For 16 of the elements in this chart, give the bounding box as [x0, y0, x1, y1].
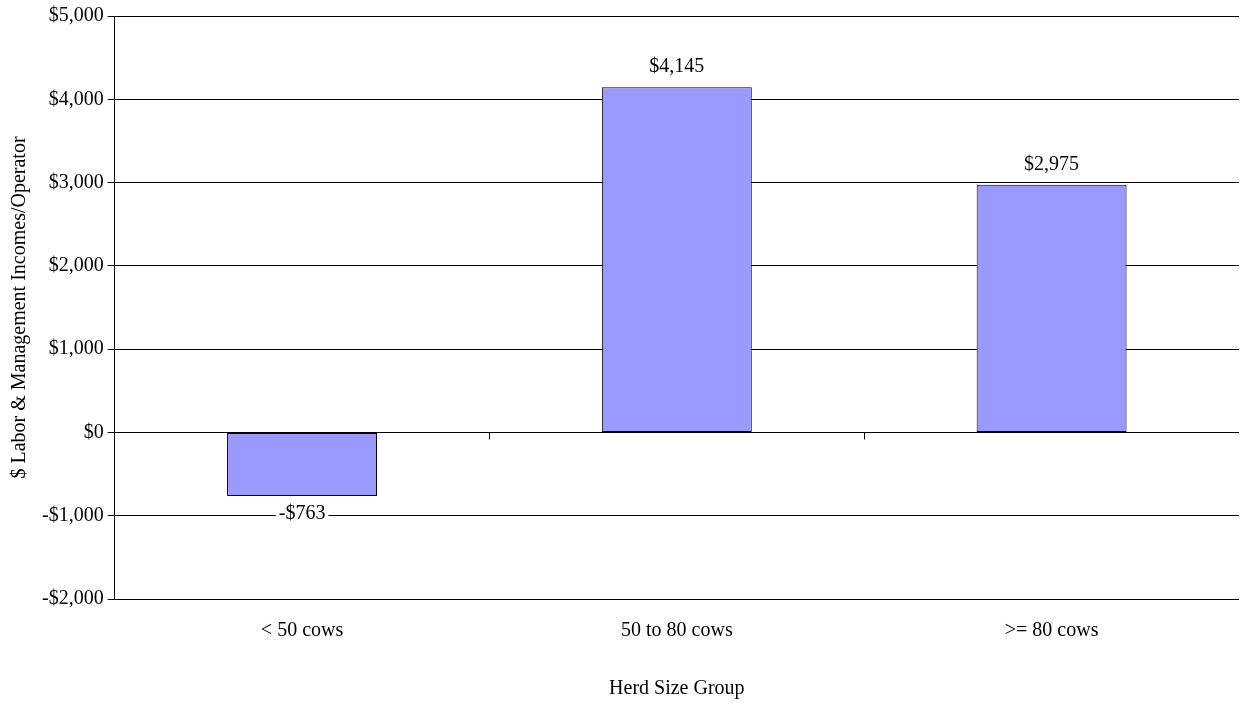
x-tick-label: < 50 cows: [260, 618, 344, 641]
y-tick-label: $4,000: [48, 86, 104, 109]
y-tick-label: $5,000: [48, 3, 104, 26]
data-label: $4,145: [649, 54, 705, 77]
x-tick-label: >= 80 cows: [1004, 618, 1099, 641]
y-tick-label: -$2,000: [41, 586, 104, 609]
data-label: -$763: [278, 501, 326, 524]
x-tick-label: 50 to 80 cows: [620, 618, 733, 641]
data-label: $2,975: [1024, 151, 1080, 174]
y-axis-title: $ Labor & Management Incomes/Operator: [7, 136, 31, 479]
y-tick-label: $3,000: [48, 169, 104, 192]
y-tick-label: $2,000: [48, 253, 104, 276]
y-tick-label: $1,000: [48, 336, 104, 359]
y-tick-label: -$1,000: [41, 502, 104, 525]
x-axis-title: Herd Size Group: [609, 676, 745, 700]
y-tick-label: $0: [83, 419, 104, 442]
